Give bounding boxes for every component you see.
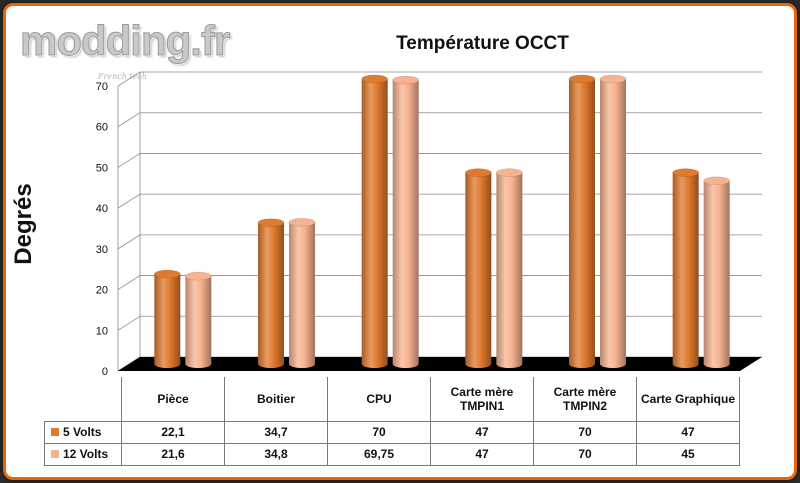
y-tick-label: 0 [102,366,108,378]
table-cell: 45 [636,442,740,466]
table-cell: 22,1 [121,420,225,444]
gridline-depth [117,71,141,87]
floor-layer [118,357,762,371]
gridline-depth [117,153,141,168]
category-label: Boitier [224,377,328,422]
table-cell: 70 [533,442,637,466]
bar-5v-2 [361,74,388,368]
bar-12v-2 [392,75,419,369]
series-label: 12 Volts [44,442,122,466]
bar-5v-5 [672,168,699,368]
bar-5v-4 [568,74,596,368]
bar-12v-5 [703,176,730,368]
y-tick-label: 10 [96,325,108,337]
gridline-depth [117,234,141,250]
series-name: 12 Volts [63,447,109,461]
y-tick-label: 60 [96,122,108,134]
category-label: Carte mère TMPIN2 [533,377,637,422]
gridline-depth [117,193,141,209]
y-tick-label: 50 [96,162,108,174]
y-tick-layer: 0 10 20 30 40 50 60 70 [96,81,108,378]
legend-swatch [51,427,59,436]
table-cell: 70 [327,420,431,444]
category-label: Carte Graphique [636,377,740,422]
table-cell: 69,75 [327,442,431,466]
bar-12v-0 [185,271,212,368]
grid-layer [117,71,762,372]
gridline-depth [117,275,141,290]
bar-5v-1 [257,218,285,368]
watermark-tagline: French tech [98,72,148,81]
series-label: 5 Volts [44,420,122,444]
chart-plot: 0 10 20 30 40 50 60 70 [96,71,762,378]
bar-layer [154,74,730,369]
chart-title: Température OCCT [396,33,569,54]
watermark-logo: modding.fr [19,17,230,64]
bar-12v-4 [599,74,627,368]
table-cell: 47 [430,442,534,466]
series-name: 5 Volts [63,425,102,439]
table-row: 5 Volts 22,1 34,7 70 47 70 47 [44,420,740,444]
y-tick-label: 70 [96,81,108,93]
bar-12v-3 [496,168,523,368]
table-corner [45,377,122,421]
bar-5v-0 [154,269,181,368]
chart-floor [118,357,762,371]
y-tick-label: 20 [96,285,108,297]
gridline-depth [117,315,141,331]
table-cell: 34,7 [224,420,328,444]
category-label: CPU [327,377,431,422]
chart-frame: modding.fr French tech Température OCCT … [3,3,797,480]
data-table: Pièce Boitier CPU Carte mère TMPIN1 Carte mè… [44,377,740,466]
table-cell: 70 [533,420,637,444]
y-tick-label: 40 [96,203,108,215]
bar-5v-3 [465,168,492,368]
y-tick-label: 30 [96,244,108,256]
category-label: Carte mère TMPIN1 [430,377,534,422]
bar-12v-1 [288,218,316,368]
gridline-depth [117,112,141,128]
table-cell: 21,6 [121,442,225,466]
table-cell: 47 [430,420,534,444]
category-label: Pièce [121,377,225,422]
table-cell: 34,8 [224,442,328,466]
legend-swatch [51,449,59,458]
table-row: 12 Volts 21,6 34,8 69,75 47 70 45 [44,442,740,466]
table-cell: 47 [636,420,740,444]
